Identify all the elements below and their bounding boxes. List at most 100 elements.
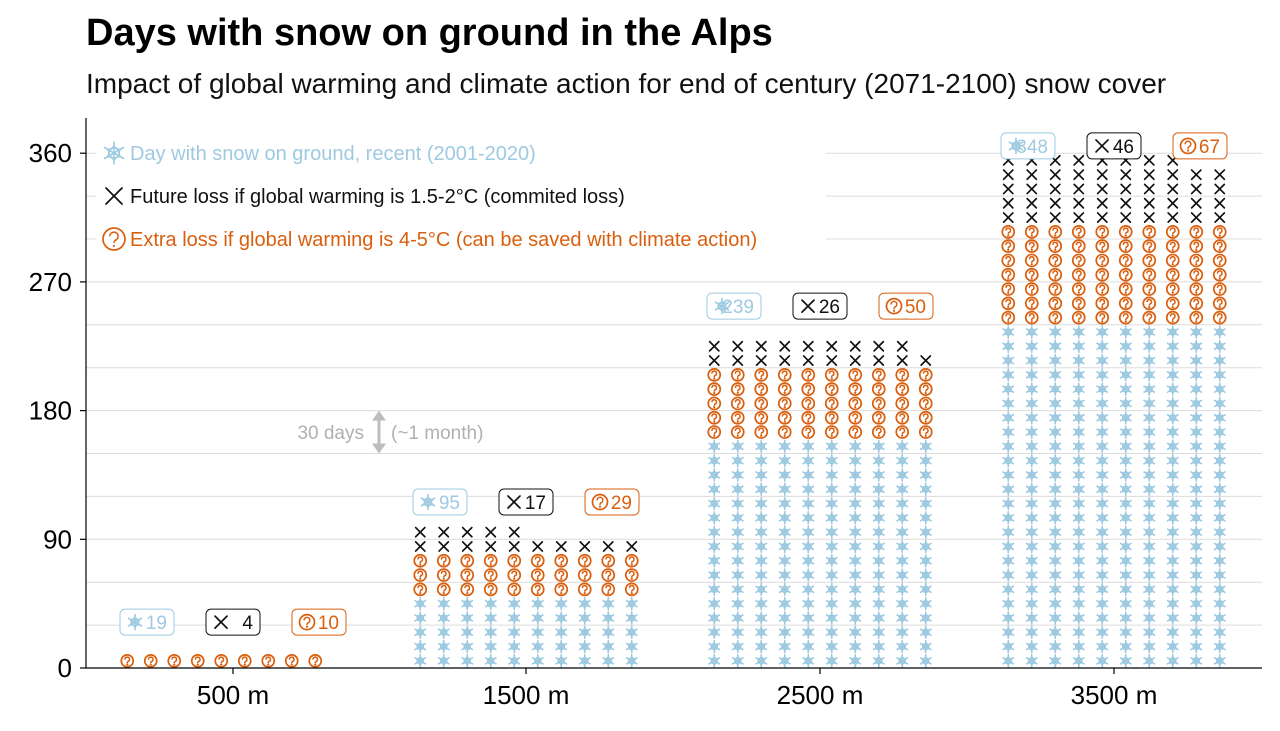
snowflake-icon — [731, 582, 744, 597]
snowflake-icon — [1025, 582, 1038, 597]
snowflake-icon — [1190, 553, 1203, 568]
snowflake-icon — [731, 511, 744, 525]
snowflake-icon — [778, 568, 791, 582]
snowflake-icon — [1002, 382, 1015, 396]
snowflake-icon — [1072, 453, 1085, 468]
snowflake-icon — [414, 625, 427, 640]
snowflake-icon — [731, 482, 744, 497]
snowflake-icon — [1002, 468, 1015, 482]
question-circle-icon — [1095, 267, 1110, 282]
snowflake-icon — [849, 468, 862, 482]
question-circle-icon — [298, 613, 316, 631]
value-label-cross: 26 — [792, 292, 848, 320]
question-circle-icon — [1142, 282, 1157, 296]
cross-icon — [1167, 183, 1179, 195]
snowflake-icon — [755, 625, 768, 640]
snowflake-icon — [778, 468, 791, 482]
label-box — [205, 608, 261, 636]
snowflake-icon — [1190, 368, 1203, 382]
cross-icon — [1120, 183, 1132, 195]
snowflake-icon — [461, 596, 474, 611]
snowflake-icon — [896, 611, 909, 625]
snowflake-icon — [1025, 410, 1038, 425]
question-circle-icon — [895, 425, 910, 439]
snowflake-icon — [708, 453, 721, 468]
snowflake-icon — [508, 654, 521, 668]
icon-columns — [120, 154, 1227, 668]
snowflake-icon — [1072, 568, 1085, 582]
question-circle-icon — [530, 582, 545, 597]
y-tick-label: 360 — [29, 138, 72, 168]
label-box — [412, 488, 468, 516]
snowflake-icon — [1072, 611, 1085, 625]
snowflake-icon — [1190, 625, 1203, 640]
snowflake-icon — [1166, 368, 1179, 382]
question-circle-icon — [143, 653, 158, 668]
cross-icon — [1214, 212, 1226, 223]
snowflake-icon — [1025, 568, 1038, 582]
snowflake-icon — [849, 596, 862, 611]
snowflake-icon — [896, 639, 909, 654]
cross-icon — [438, 526, 450, 538]
snowflake-icon — [849, 453, 862, 468]
snowflake-icon — [602, 654, 615, 668]
cross-icon — [1143, 183, 1155, 195]
snowflake-icon — [461, 625, 474, 640]
snowflake-icon — [849, 511, 862, 525]
snowflake-icon — [1096, 439, 1109, 454]
question-circle-icon — [848, 396, 863, 411]
question-circle-icon — [1165, 239, 1180, 253]
snowflake-icon — [1213, 482, 1226, 497]
snowflake-icon — [1096, 596, 1109, 611]
question-circle-icon — [308, 653, 323, 668]
cross-icon — [1143, 197, 1155, 209]
question-circle-icon — [436, 568, 451, 582]
question-circle-icon — [530, 553, 545, 568]
snowflake-icon — [849, 654, 862, 668]
snowflake-icon — [1096, 468, 1109, 482]
snowflake-icon — [1213, 396, 1226, 411]
question-circle-icon — [1118, 253, 1133, 268]
snowflake-icon — [1190, 525, 1203, 539]
snowflake-icon — [1072, 396, 1085, 411]
question-circle-icon — [1024, 282, 1039, 296]
snowflake-icon — [872, 582, 885, 597]
question-circle-icon — [120, 653, 135, 668]
snowflake-icon — [414, 639, 427, 654]
snowflake-icon — [1049, 453, 1062, 468]
question-circle-icon — [801, 368, 816, 382]
cross-icon — [1049, 183, 1061, 195]
question-circle-icon — [1024, 296, 1039, 311]
snowflake-icon — [1008, 137, 1024, 155]
question-circle-icon — [1212, 253, 1227, 268]
snowflake-icon — [872, 596, 885, 611]
snowflake-icon — [1072, 339, 1085, 354]
snowflake-icon — [555, 596, 568, 611]
snowflake-icon — [1049, 539, 1062, 554]
cross-icon — [849, 355, 861, 366]
snowflake-icon — [1143, 625, 1156, 640]
cross-icon — [1214, 197, 1226, 209]
question-circle-icon — [1048, 282, 1063, 296]
question-circle-icon — [1118, 267, 1133, 282]
question-circle-icon — [460, 553, 475, 568]
snowflake-icon — [414, 654, 427, 668]
snowflake-icon — [1096, 353, 1109, 368]
snowflake-icon — [1096, 425, 1109, 439]
cross-icon — [802, 340, 814, 352]
snowflake-icon — [825, 553, 838, 568]
snowflake-icon — [1190, 611, 1203, 625]
cross-icon — [508, 540, 520, 552]
cross-icon — [1096, 169, 1108, 181]
question-circle-icon — [895, 396, 910, 411]
snowflake-icon — [1166, 654, 1179, 668]
snowflake-icon — [755, 639, 768, 654]
cross-icon — [1096, 183, 1108, 195]
question-circle-icon — [1048, 310, 1063, 325]
question-circle-icon — [871, 410, 886, 425]
snowflake-icon — [778, 453, 791, 468]
snowflake-icon — [1190, 425, 1203, 439]
snowflake-icon — [849, 496, 862, 511]
snowflake-icon — [1002, 368, 1015, 382]
question-circle-icon — [190, 653, 205, 668]
